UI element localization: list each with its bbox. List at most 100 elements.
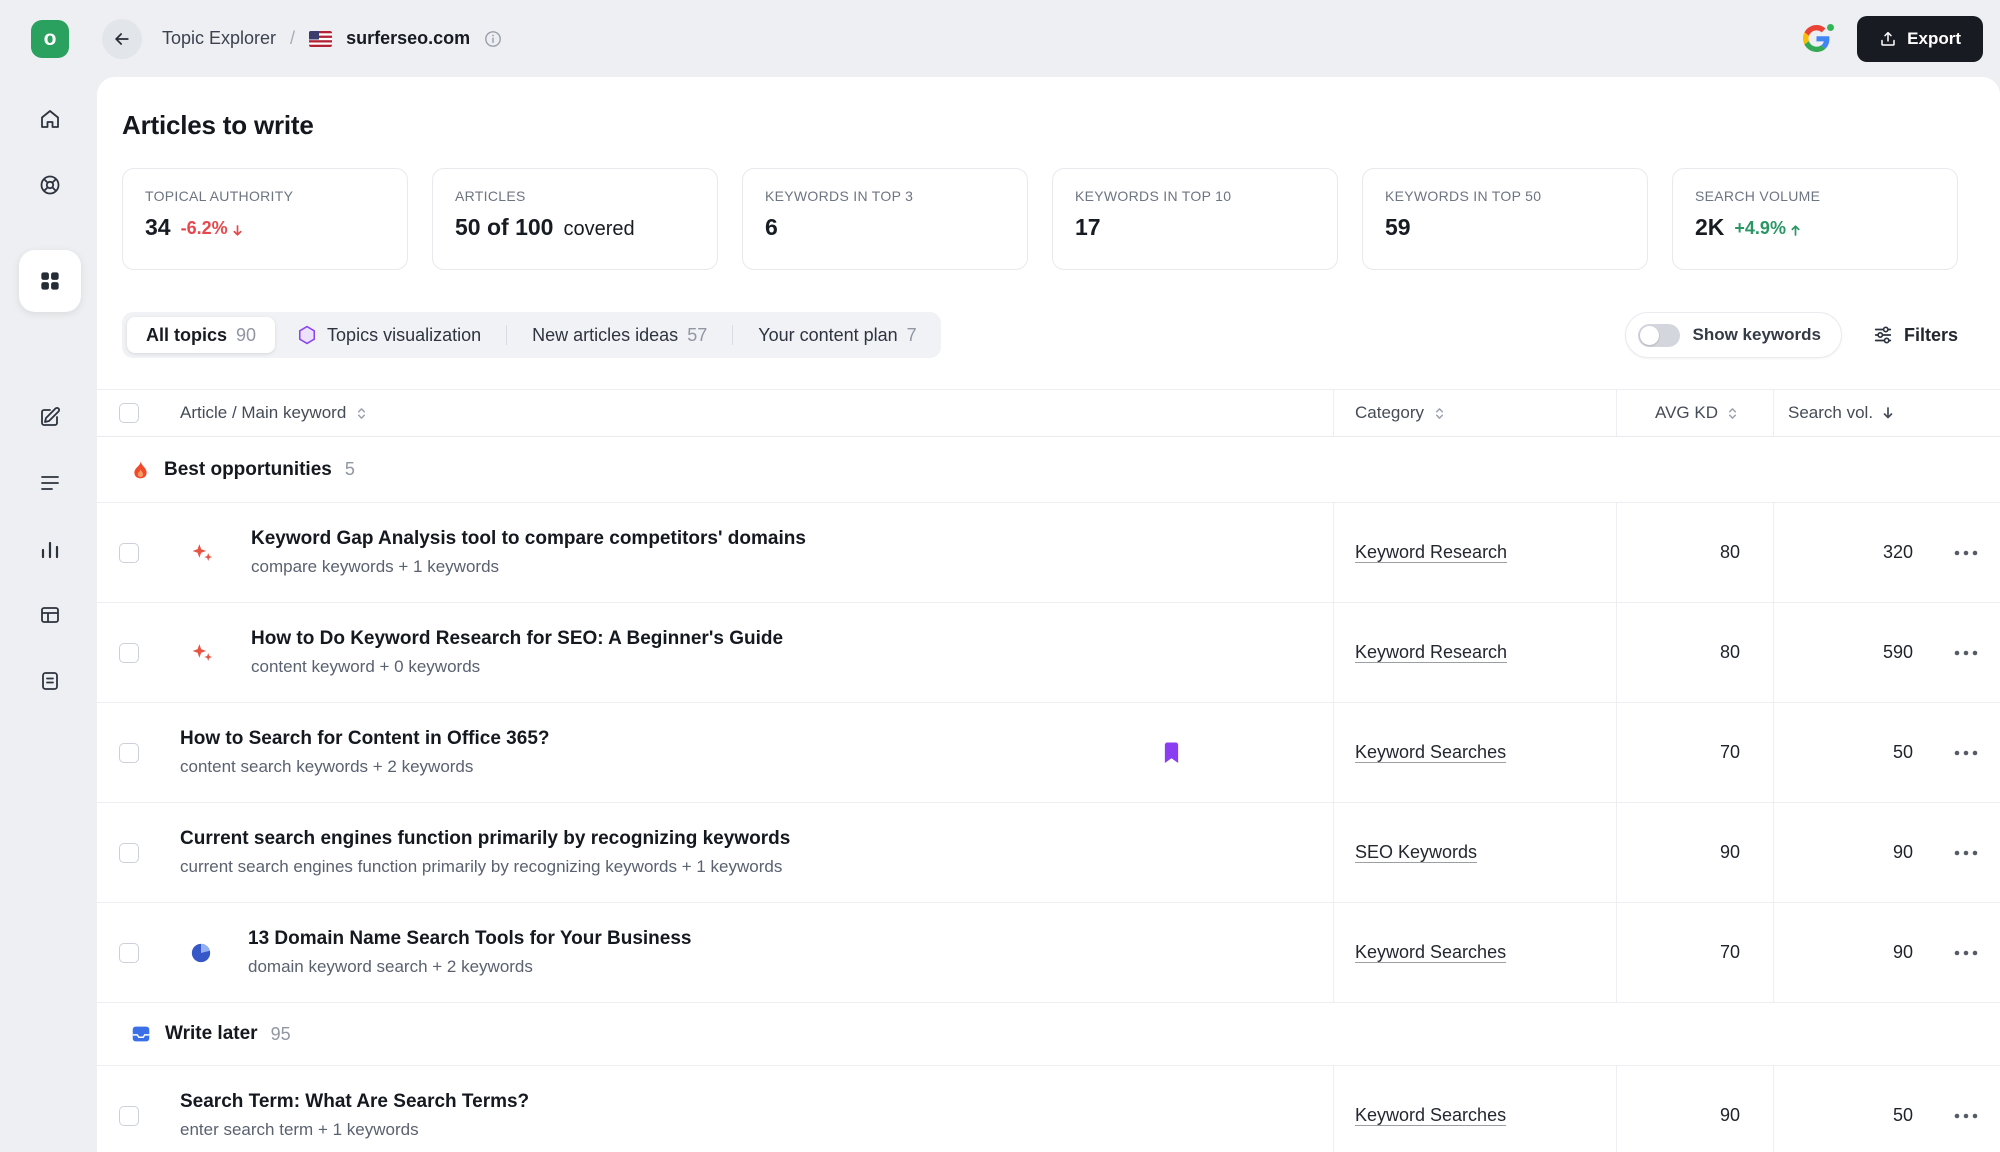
- tab-topics-visualization[interactable]: Topics visualization: [277, 317, 500, 353]
- tabs: All topics 90 Topics visualization New a…: [122, 312, 941, 358]
- row-menu-button[interactable]: [1946, 742, 1986, 764]
- table-row[interactable]: How to Search for Content in Office 365?…: [97, 703, 2000, 803]
- column-header-category[interactable]: Category: [1333, 390, 1616, 436]
- breadcrumb-section[interactable]: Topic Explorer: [162, 28, 277, 48]
- column-header-avg-kd[interactable]: AVG KD: [1616, 390, 1773, 436]
- avg-kd-value: 90: [1616, 803, 1773, 902]
- row-checkbox[interactable]: [119, 642, 139, 663]
- article-title[interactable]: Keyword Gap Analysis tool to compare com…: [251, 528, 806, 549]
- article-keyword: content search keywords + 2 keywords: [180, 757, 474, 776]
- article-keyword: content keyword + 0 keywords: [251, 657, 481, 676]
- more-dots-icon: [1954, 1113, 1978, 1118]
- article-keyword: compare keywords + 1 keywords: [251, 557, 500, 576]
- tab-all-topics[interactable]: All topics 90: [127, 317, 276, 353]
- stat-value: 6: [765, 214, 778, 240]
- sidebar-item-analytics[interactable]: [28, 527, 72, 571]
- sort-icon: [358, 407, 366, 419]
- topbar: Topic Explorer / surferseo.com Export: [100, 0, 2000, 77]
- row-checkbox[interactable]: [119, 542, 139, 563]
- column-header-article[interactable]: Article / Main keyword: [167, 390, 1333, 436]
- surfer-logo[interactable]: o: [31, 20, 69, 58]
- row-menu-button[interactable]: [1946, 842, 1986, 864]
- more-dots-icon: [1954, 850, 1978, 855]
- stat-value: 2K +4.9%: [1695, 214, 1935, 241]
- export-button[interactable]: Export: [1857, 15, 1983, 62]
- main-panel: Articles to write TOPICAL AUTHORITY 34 -…: [97, 77, 2000, 1152]
- article-keyword: enter search term + 1 keywords: [180, 1120, 419, 1139]
- sidebar-item-notes[interactable]: [28, 659, 72, 703]
- sidebar-item-compose[interactable]: [28, 395, 72, 439]
- inbox-icon: [130, 1023, 152, 1045]
- category-link[interactable]: Keyword Searches: [1355, 742, 1507, 762]
- stat-value: 34 -6.2%: [145, 214, 385, 241]
- show-keywords-label: Show keywords: [1692, 325, 1821, 344]
- table-row[interactable]: 13 Domain Name Search Tools for Your Bus…: [97, 903, 2000, 1003]
- toolbar-right: Show keywords Filters: [1625, 312, 1958, 358]
- table-row[interactable]: Current search engines function primaril…: [97, 803, 2000, 903]
- table-row[interactable]: How to Do Keyword Research for SEO: A Be…: [97, 603, 2000, 703]
- table-icon: [41, 607, 59, 623]
- sidebar-item-apps[interactable]: [19, 250, 81, 312]
- article-title[interactable]: 13 Domain Name Search Tools for Your Bus…: [248, 928, 692, 949]
- apps-grid-icon: [41, 272, 59, 290]
- row-checkbox[interactable]: [119, 842, 139, 863]
- row-menu-button[interactable]: [1946, 542, 1986, 564]
- article-title[interactable]: Current search engines function primaril…: [180, 828, 791, 849]
- export-label: Export: [1907, 28, 1961, 48]
- category-link[interactable]: Keyword Searches: [1355, 1105, 1507, 1125]
- row-checkbox[interactable]: [119, 942, 139, 963]
- column-header-search-vol[interactable]: Search vol.: [1773, 390, 1932, 436]
- row-checkbox[interactable]: [119, 742, 139, 763]
- category-link[interactable]: Keyword Searches: [1355, 942, 1507, 962]
- info-icon[interactable]: [484, 30, 502, 48]
- select-all-checkbox[interactable]: [119, 403, 139, 423]
- article-title[interactable]: How to Do Keyword Research for SEO: A Be…: [251, 628, 784, 649]
- google-account-badge[interactable]: [1803, 21, 1837, 53]
- tab-new-articles-ideas[interactable]: New articles ideas 57: [513, 317, 726, 353]
- page-title: Articles to write: [122, 110, 314, 140]
- tab-your-content-plan[interactable]: Your content plan 7: [739, 317, 935, 353]
- row-checkbox[interactable]: [119, 1105, 139, 1126]
- sort-desc-icon: [1883, 407, 1893, 419]
- sidebar-item-table[interactable]: [28, 593, 72, 637]
- list-icon: [41, 476, 59, 490]
- breadcrumb-separator: /: [290, 28, 296, 48]
- row-menu-button[interactable]: [1946, 642, 1986, 664]
- avg-kd-value: 90: [1616, 1066, 1773, 1152]
- toolbar: All topics 90 Topics visualization New a…: [122, 312, 1958, 358]
- table-row[interactable]: Keyword Gap Analysis tool to compare com…: [97, 503, 2000, 603]
- stat-delta: +4.9%: [1734, 218, 1803, 239]
- logo-letter: o: [43, 27, 57, 50]
- table-row[interactable]: Search Term: What Are Search Terms? ente…: [97, 1066, 2000, 1152]
- article-title[interactable]: How to Search for Content in Office 365?: [180, 728, 550, 749]
- google-g-icon: [1803, 24, 1830, 52]
- stat-label: KEYWORDS IN TOP 50: [1385, 188, 1542, 204]
- category-link[interactable]: Keyword Research: [1355, 542, 1508, 562]
- sidebar-item-list[interactable]: [28, 461, 72, 505]
- row-menu-button[interactable]: [1946, 942, 1986, 964]
- arrow-left-icon: [115, 32, 129, 45]
- show-keywords-toggle[interactable]: Show keywords: [1625, 312, 1842, 358]
- search-vol-value: 90: [1773, 903, 1932, 1002]
- category-link[interactable]: Keyword Research: [1355, 642, 1508, 662]
- hexagon-icon: [299, 325, 316, 345]
- filters-icon: [1874, 326, 1892, 344]
- sparkles-icon: [190, 540, 215, 565]
- stat-card-keywords-top10: KEYWORDS IN TOP 10 17: [1052, 168, 1338, 270]
- sidebar: o: [0, 0, 100, 1152]
- search-vol-value: 90: [1773, 803, 1932, 902]
- category-link[interactable]: SEO Keywords: [1355, 842, 1478, 862]
- stat-delta: -6.2%: [181, 218, 245, 239]
- back-button[interactable]: [102, 18, 142, 59]
- bookmark-icon[interactable]: [1162, 741, 1181, 764]
- sidebar-item-compass[interactable]: [28, 163, 72, 207]
- row-menu-button[interactable]: [1946, 1105, 1986, 1127]
- filters-button[interactable]: Filters: [1872, 324, 1958, 346]
- toggle-switch[interactable]: [1638, 323, 1681, 347]
- sidebar-item-home[interactable]: [28, 97, 72, 141]
- breadcrumb: Topic Explorer / surferseo.com: [162, 28, 502, 49]
- group-header-write-later: Write later 95: [97, 1003, 2000, 1066]
- stat-card-search-volume: SEARCH VOLUME 2K +4.9%: [1672, 168, 1958, 270]
- stat-label: SEARCH VOLUME: [1695, 188, 1821, 204]
- article-title[interactable]: Search Term: What Are Search Terms?: [180, 1091, 530, 1112]
